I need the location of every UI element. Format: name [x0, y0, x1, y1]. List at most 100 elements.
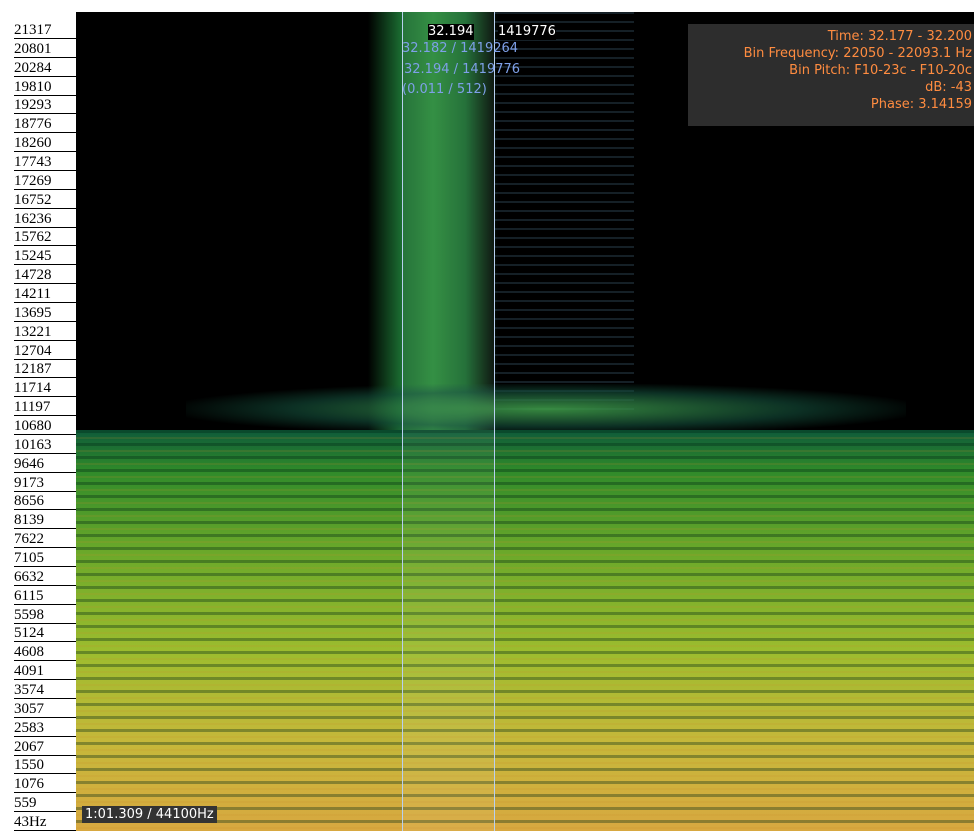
- frequency-tick: [64, 359, 76, 360]
- frequency-tick: [64, 377, 76, 378]
- info-time: Time: 32.177 - 32.200: [688, 28, 972, 45]
- frequency-label: 17743: [14, 154, 64, 171]
- frequency-label: 10163: [14, 437, 64, 454]
- frequency-label: 17269: [14, 173, 64, 190]
- frequency-tick: [64, 491, 76, 492]
- selection-end: 32.194 / 1419776: [404, 62, 520, 78]
- frequency-tick: [64, 679, 76, 680]
- frequency-label: 12187: [14, 361, 64, 378]
- spectrogram[interactable]: 32.194 1419776 32.182 / 1419264 32.194 /…: [76, 12, 974, 831]
- frequency-tick: [64, 113, 76, 114]
- frequency-tick: [64, 283, 76, 284]
- frequency-tick: [64, 38, 76, 39]
- frequency-tick: [64, 472, 76, 473]
- spectrogram-window: 2131720801202841981019293187761826017743…: [0, 0, 974, 831]
- info-box: Time: 32.177 - 32.200 Bin Frequency: 220…: [688, 24, 974, 126]
- frequency-tick: [64, 660, 76, 661]
- frequency-label: 5124: [14, 625, 64, 642]
- selection-start-line[interactable]: [402, 12, 403, 831]
- selection-start: 32.182 / 1419264: [402, 41, 518, 57]
- frequency-label: 19293: [14, 97, 64, 114]
- frequency-tick: [64, 132, 76, 133]
- frequency-label: 14211: [14, 286, 64, 303]
- frequency-tick: [64, 151, 76, 152]
- frequency-tick: [64, 170, 76, 171]
- frequency-tick: [64, 641, 76, 642]
- selection-header-sample: 1419776: [498, 24, 556, 40]
- status-position: 1:01.309 / 44100Hz: [82, 806, 217, 823]
- frequency-tick: [64, 717, 76, 718]
- frequency-label: 12704: [14, 343, 64, 360]
- frequency-label: 43Hz: [14, 814, 64, 831]
- frequency-label: 7622: [14, 531, 64, 548]
- selection-header-time: 32.194: [428, 24, 474, 40]
- frequency-tick: [64, 792, 76, 793]
- frequency-label: 1550: [14, 757, 64, 774]
- frequency-label: 9646: [14, 456, 64, 473]
- frequency-tick: [64, 227, 76, 228]
- frequency-label: 11197: [14, 399, 64, 416]
- frequency-label: 11714: [14, 380, 64, 397]
- frequency-label: 3057: [14, 701, 64, 718]
- selection[interactable]: [402, 12, 494, 831]
- frequency-label: 6632: [14, 569, 64, 586]
- frequency-tick: [64, 302, 76, 303]
- frequency-label: 4608: [14, 644, 64, 661]
- frequency-tick: [64, 340, 76, 341]
- info-phase: Phase: 3.14159: [688, 96, 972, 113]
- frequency-label: 2583: [14, 720, 64, 737]
- frequency-label: 2067: [14, 739, 64, 756]
- frequency-tick: [64, 509, 76, 510]
- frequency-tick: [64, 547, 76, 548]
- info-bin-frequency: Bin Frequency: 22050 - 22093.1 Hz: [688, 45, 972, 62]
- frequency-tick: [64, 623, 76, 624]
- frequency-tick: [64, 453, 76, 454]
- frequency-label: 7105: [14, 550, 64, 567]
- frequency-label: 21317: [14, 22, 64, 39]
- frequency-label: 8656: [14, 493, 64, 510]
- frequency-tick: [64, 264, 76, 265]
- frequency-tick: [64, 736, 76, 737]
- frequency-label: 559: [14, 795, 64, 812]
- frequency-label: 15245: [14, 248, 64, 265]
- frequency-tick: [64, 208, 76, 209]
- frequency-label: 8139: [14, 512, 64, 529]
- harmonic-band: [186, 384, 906, 434]
- frequency-tick: [64, 396, 76, 397]
- frequency-label: 15762: [14, 229, 64, 246]
- frequency-label: 5598: [14, 607, 64, 624]
- frequency-tick: [64, 76, 76, 77]
- frequency-label: 4091: [14, 663, 64, 680]
- frequency-tick: [64, 189, 76, 190]
- frequency-tick: [64, 698, 76, 699]
- frequency-tick: [64, 604, 76, 605]
- frequency-tick: [64, 95, 76, 96]
- frequency-label: 1076: [14, 776, 64, 793]
- frequency-tick: [64, 811, 76, 812]
- selection-end-line[interactable]: [494, 12, 495, 831]
- info-db: dB: -43: [688, 79, 972, 96]
- frequency-tick: [64, 585, 76, 586]
- frequency-label: 18260: [14, 135, 64, 152]
- frequency-label: 3574: [14, 682, 64, 699]
- frequency-tick: [64, 755, 76, 756]
- frequency-label: 9173: [14, 475, 64, 492]
- low-frequency-energy: [76, 430, 974, 831]
- frequency-tick: [64, 321, 76, 322]
- frequency-label: 19810: [14, 79, 64, 96]
- frequency-tick: [64, 434, 76, 435]
- frequency-label: 16236: [14, 211, 64, 228]
- frequency-label: 16752: [14, 192, 64, 209]
- frequency-tick: [64, 57, 76, 58]
- frequency-label: 20284: [14, 60, 64, 77]
- frequency-tick: [64, 566, 76, 567]
- info-bin-pitch: Bin Pitch: F10-23c - F10-20c: [688, 62, 972, 79]
- frequency-tick: [64, 773, 76, 774]
- frequency-tick: [64, 528, 76, 529]
- selection-length: (0.011 / 512): [402, 82, 487, 98]
- frequency-tick: [64, 415, 76, 416]
- frequency-label: 10680: [14, 418, 64, 435]
- frequency-label: 6115: [14, 588, 64, 605]
- frequency-label: 13221: [14, 324, 64, 341]
